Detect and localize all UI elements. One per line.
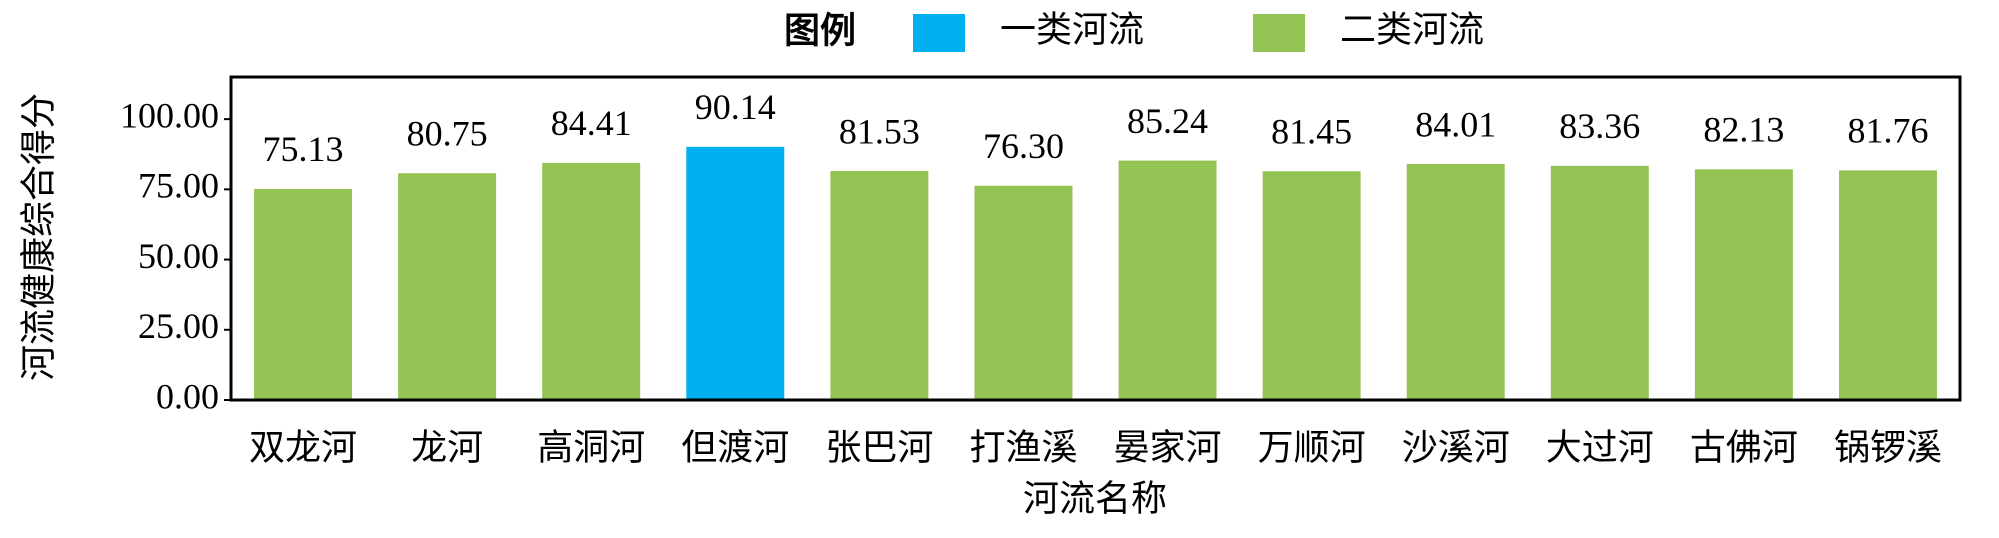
- x-tick-label: 龙河: [411, 427, 483, 467]
- bar: [398, 173, 497, 400]
- y-tick-label: 100.00: [120, 95, 219, 135]
- y-tick-label: 75.00: [138, 166, 219, 206]
- legend-label: 二类河流: [1340, 9, 1484, 49]
- x-axis-title: 河流名称: [1023, 478, 1167, 518]
- value-label: 82.13: [1703, 110, 1784, 150]
- value-label: 85.24: [1127, 101, 1208, 141]
- value-label: 81.53: [839, 111, 920, 151]
- x-tick-label: 双龙河: [249, 427, 357, 467]
- bar: [1550, 165, 1649, 400]
- x-tick-label: 张巴河: [825, 427, 933, 467]
- value-label: 76.30: [983, 126, 1064, 166]
- y-tick-label: 25.00: [138, 306, 219, 346]
- bar: [686, 146, 785, 400]
- x-tick-label: 万顺河: [1258, 427, 1366, 467]
- value-label: 90.14: [695, 87, 776, 127]
- value-label: 80.75: [407, 113, 488, 153]
- x-tick-label: 但渡河: [681, 427, 789, 467]
- bar: [1838, 170, 1937, 400]
- y-axis-title: 河流健康综合得分: [18, 93, 58, 381]
- value-label: 75.13: [263, 129, 344, 169]
- y-tick-label: 0.00: [156, 376, 219, 416]
- x-tick-label: 古佛河: [1690, 427, 1798, 467]
- value-label: 84.41: [551, 103, 632, 143]
- y-tick-label: 50.00: [138, 236, 219, 276]
- x-tick-label: 打渔溪: [969, 427, 1077, 467]
- legend-swatch: [913, 14, 965, 52]
- bar: [542, 162, 641, 400]
- bar: [1406, 164, 1505, 400]
- bar: [830, 171, 929, 400]
- value-label: 83.36: [1559, 106, 1640, 146]
- x-tick-label: 沙溪河: [1402, 427, 1510, 467]
- bar: [974, 185, 1073, 400]
- value-label: 81.45: [1271, 111, 1352, 151]
- legend-label: 一类河流: [1000, 9, 1144, 49]
- x-tick-label: 大过河: [1546, 427, 1654, 467]
- x-tick-label: 锅锣溪: [1834, 427, 1942, 467]
- x-tick-label: 高洞河: [537, 427, 645, 467]
- plot-frame: [229, 75, 1962, 402]
- bar: [1262, 171, 1361, 400]
- value-label: 81.76: [1847, 111, 1928, 151]
- value-label: 84.01: [1415, 104, 1496, 144]
- bar: [1694, 169, 1793, 400]
- legend-title: 图例: [784, 10, 856, 51]
- bar: [1118, 160, 1217, 400]
- x-tick-label: 晏家河: [1114, 427, 1222, 467]
- legend-swatch: [1253, 14, 1305, 52]
- bar: [254, 188, 353, 400]
